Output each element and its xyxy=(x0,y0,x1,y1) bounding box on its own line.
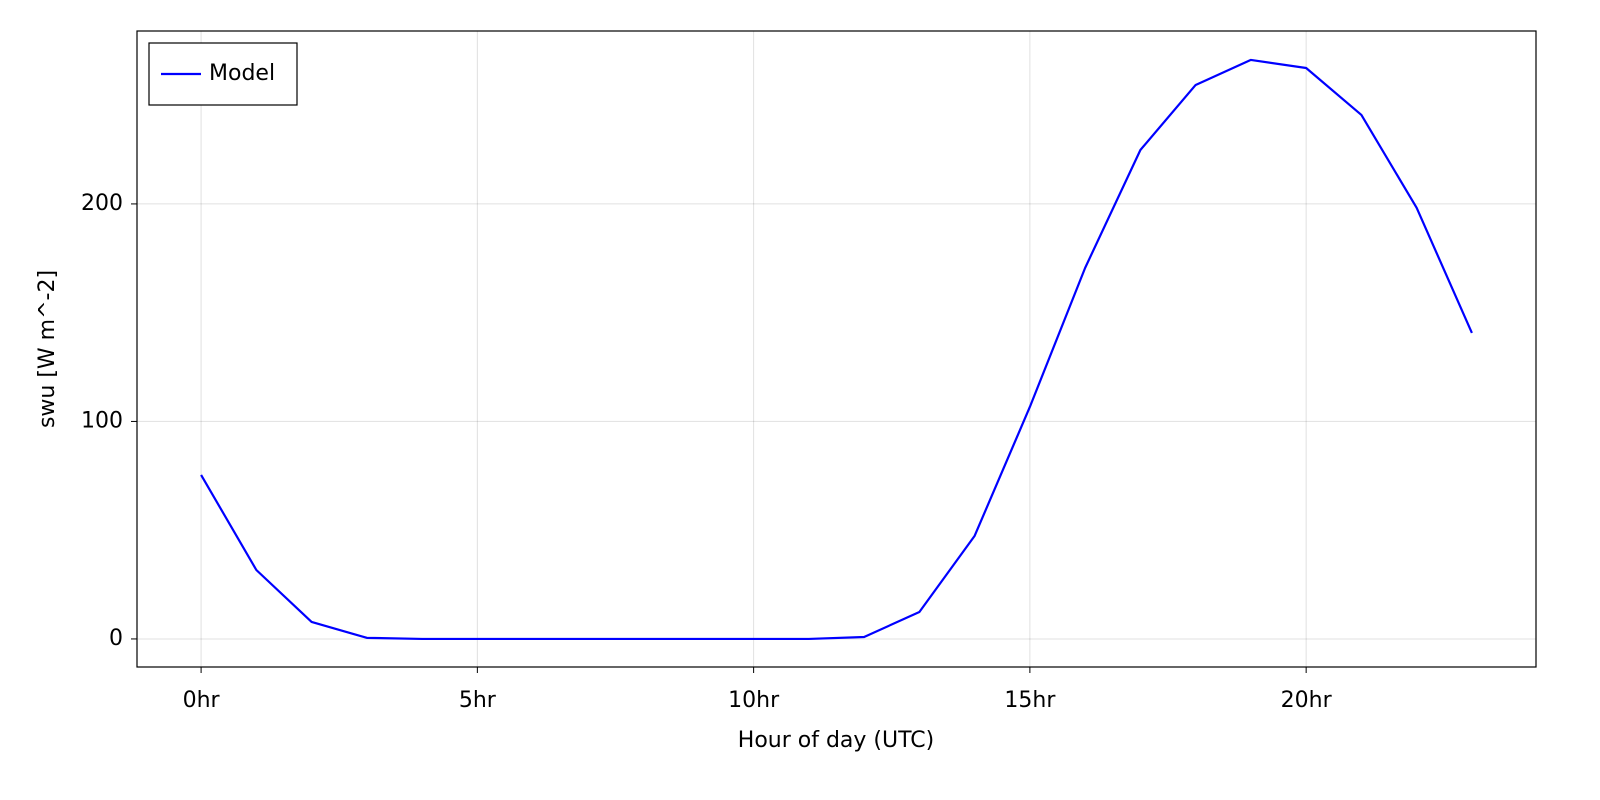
y-axis-label: swu [W m^-2] xyxy=(35,270,60,428)
plot-frame xyxy=(136,30,1537,668)
x-tick-label: 10hr xyxy=(728,688,780,713)
y-tick-label: 0 xyxy=(109,626,123,651)
x-tick-label: 15hr xyxy=(1004,688,1056,713)
data-line xyxy=(200,58,1473,641)
x-tick-label: 0hr xyxy=(183,688,221,713)
legend-label: Model xyxy=(209,61,275,86)
y-tick-label: 100 xyxy=(81,408,123,433)
x-tick-label: 5hr xyxy=(459,688,497,713)
x-axis-label: Hour of day (UTC) xyxy=(738,728,934,753)
y-tick-label: 200 xyxy=(81,191,123,216)
x-tick-label: 20hr xyxy=(1281,688,1333,713)
